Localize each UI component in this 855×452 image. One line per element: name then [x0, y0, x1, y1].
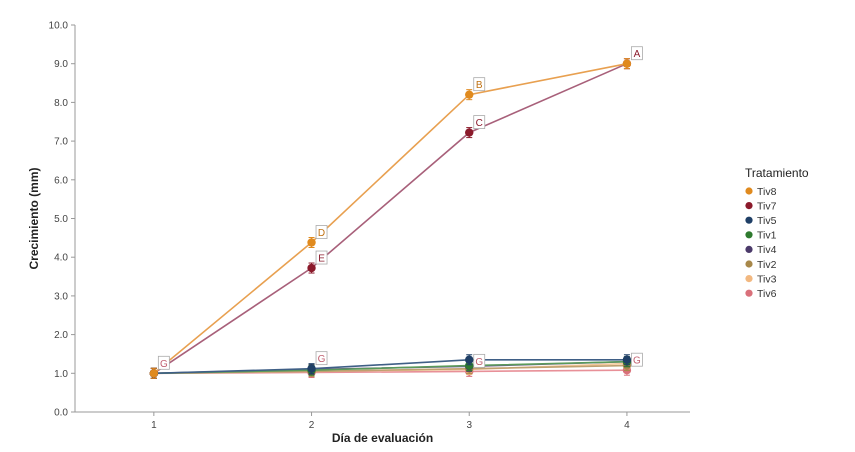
legend-item-tiv6: Tiv6	[745, 288, 777, 300]
y-tick-label: 7.0	[54, 137, 68, 148]
series-line-tiv7	[153, 62, 628, 374]
y-tick-label: 8.0	[54, 98, 68, 109]
y-tick-label: 9.0	[54, 59, 68, 70]
annotation-box	[473, 353, 486, 368]
legend-marker	[745, 231, 753, 239]
x-tick-label: 2	[309, 420, 315, 431]
annotation-label: E	[318, 254, 325, 265]
series-line-tiv8	[153, 62, 628, 374]
annotation-label: G	[475, 357, 483, 368]
legend-label: Tiv4	[757, 244, 777, 256]
y-tick-label: 5.0	[54, 214, 68, 225]
x-tick-label: 3	[466, 420, 472, 431]
legend-item-tiv4: Tiv4	[745, 244, 777, 256]
data-point	[307, 364, 316, 373]
annotation-box	[315, 351, 328, 366]
x-axis-title: Día de evaluación	[332, 431, 433, 445]
legend-label: Tiv6	[757, 288, 777, 300]
legend-item-tiv5: Tiv5	[745, 215, 777, 227]
y-tick-label: 3.0	[54, 291, 68, 302]
legend-label: Tiv1	[757, 230, 777, 242]
annotation-box	[631, 46, 643, 61]
legend-marker	[745, 187, 753, 195]
group-letter-g: G	[473, 353, 486, 368]
series-lines	[149, 58, 632, 379]
legend-marker	[745, 216, 753, 224]
series-tiv7	[149, 58, 632, 379]
y-tick-label: 4.0	[54, 253, 68, 264]
series-line-tiv5	[153, 358, 627, 375]
data-point	[465, 90, 474, 99]
annotation-label: D	[318, 228, 325, 239]
legend-item-tiv1: Tiv1	[745, 230, 777, 242]
data-point	[149, 369, 159, 378]
annotation-label: C	[476, 118, 483, 129]
y-axis: 0.0 1.0 2.0 3.0 4.0 5.0 6.0 7.0 8.0 9.0 10.0	[49, 21, 76, 419]
data-point	[307, 263, 316, 273]
data-point	[465, 128, 474, 137]
legend-label: Tiv3	[757, 273, 777, 285]
legend-marker	[745, 245, 753, 253]
legend-label: Tiv5	[757, 215, 777, 227]
group-letter-c: C	[473, 115, 486, 129]
group-letter-g: G	[315, 351, 328, 366]
group-letter-annotations: G E D G C B G A G	[157, 46, 643, 370]
annotation-box	[473, 77, 486, 92]
legend-label: Tiv2	[757, 259, 777, 271]
annotation-box	[315, 225, 328, 239]
legend-title: Tratamiento	[745, 166, 809, 180]
annotation-label: A	[634, 49, 641, 60]
legend-label: Tiv7	[757, 200, 777, 212]
legend-marker	[745, 275, 753, 283]
series-tiv8	[149, 58, 632, 379]
group-letter-g: G	[157, 355, 170, 370]
legend-marker	[745, 202, 753, 210]
group-letter-d: D	[315, 225, 328, 239]
x-tick-label: 1	[151, 420, 157, 431]
annotation-box	[631, 352, 643, 367]
annotation-box	[315, 250, 328, 265]
y-tick-label: 1.0	[54, 369, 68, 380]
data-point	[622, 355, 632, 364]
legend-item-tiv3: Tiv3	[745, 273, 777, 285]
x-tick-label: 4	[624, 420, 630, 431]
data-point	[307, 238, 316, 247]
legend-item-tiv2: Tiv2	[745, 259, 777, 271]
y-tick-label: 6.0	[54, 175, 68, 186]
annotation-label: G	[160, 359, 168, 370]
annotation-label: B	[476, 80, 483, 91]
group-letter-e: E	[315, 250, 328, 265]
legend-marker	[745, 260, 753, 268]
group-letter-a: A	[631, 46, 643, 61]
legend-item-tiv8: Tiv8	[745, 186, 777, 198]
legend-item-tiv7: Tiv7	[745, 200, 777, 212]
annotation-box	[157, 355, 170, 370]
data-point	[465, 361, 474, 370]
y-tick-label: 2.0	[54, 330, 68, 341]
x-axis: 1 2 3 4	[75, 411, 690, 431]
data-point	[622, 59, 632, 68]
legend-label: Tiv8	[757, 186, 777, 198]
y-tick-label: 0.0	[54, 408, 68, 419]
legend: Tratamiento Tiv8 Tiv7 Tiv5 Tiv1 Tiv4 Tiv2 Tiv3…	[745, 166, 809, 300]
group-letter-b: B	[473, 77, 486, 92]
annotation-box	[473, 115, 486, 129]
annotation-label: G	[318, 354, 326, 365]
legend-marker	[745, 289, 753, 297]
y-axis-title: Crecimiento (mm)	[27, 167, 41, 269]
data-point	[465, 355, 474, 364]
annotation-label: G	[633, 356, 641, 367]
y-tick-label: 10.0	[49, 21, 69, 32]
group-letter-g: G	[631, 352, 643, 367]
